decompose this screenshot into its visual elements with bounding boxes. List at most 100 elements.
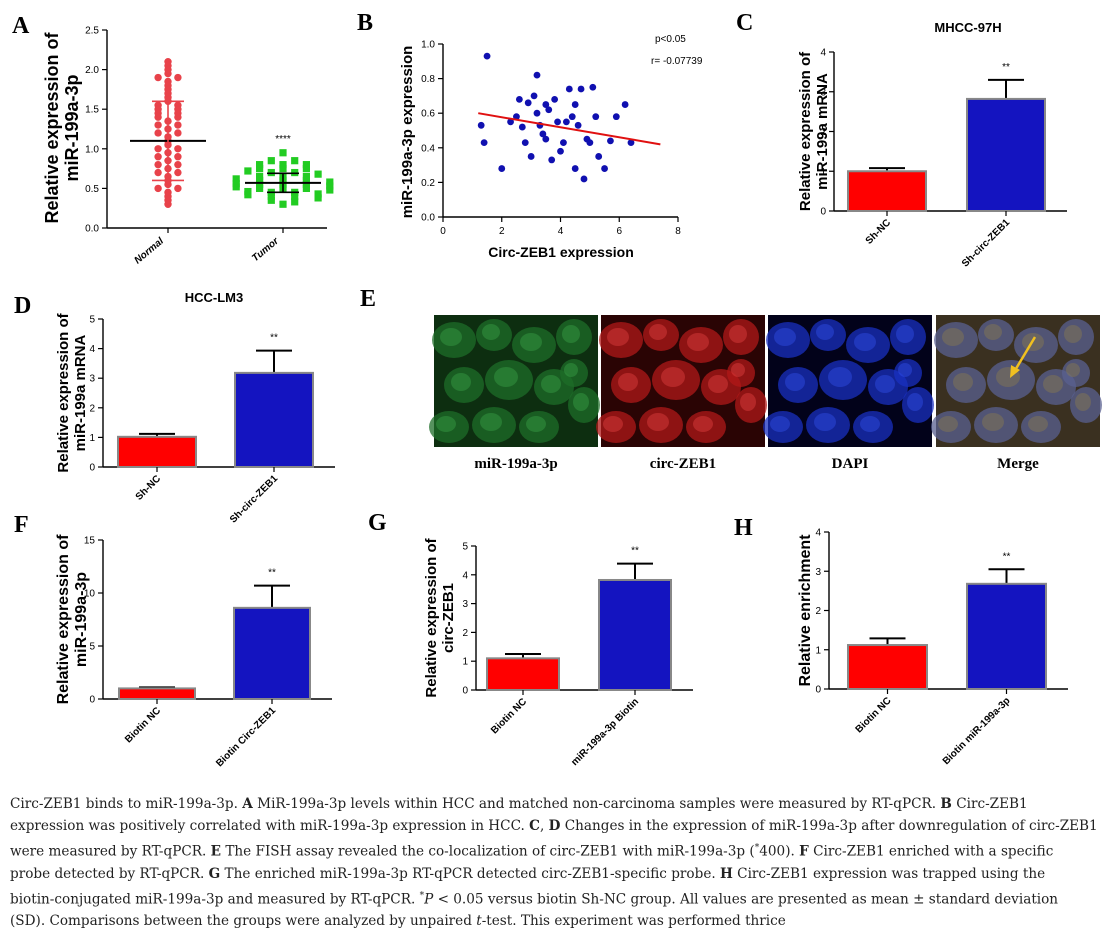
x-tick-label: 0 — [440, 226, 446, 237]
data-point — [580, 175, 588, 183]
significance-marker: ** — [1003, 551, 1011, 562]
cell-shape — [766, 322, 810, 358]
cell-highlight — [649, 324, 667, 340]
data-point — [562, 118, 570, 126]
data-point-normal — [164, 180, 172, 189]
cell-shape — [686, 411, 726, 443]
cell-shape — [1058, 319, 1094, 355]
y-axis-title-line: miR-199a mRNA — [814, 73, 831, 190]
data-point-tumor — [256, 161, 264, 169]
x-category-label: Biotin NC — [854, 695, 894, 735]
data-point — [530, 92, 538, 100]
cell-shape — [679, 327, 723, 363]
data-point — [560, 139, 567, 147]
y-axis-title-line: miR-199a-3p — [62, 74, 82, 181]
caption-text: D — [548, 818, 561, 834]
caption-text: probe detected by RT-qPCR. — [10, 865, 209, 882]
x-tick-label: 6 — [616, 226, 622, 237]
y-tick-label: 0 — [820, 207, 826, 218]
data-point — [545, 106, 553, 114]
y-tick-label: 0 — [815, 685, 821, 696]
y-axis-title: Relative expression of miR-199a-3p — [55, 534, 90, 705]
y-tick-label: 2.5 — [85, 26, 99, 37]
caption-text: biotin-conjugated miR-199a-3p and measur… — [10, 891, 420, 908]
data-point — [571, 165, 579, 172]
y-axis-title-line: Relative expression of — [55, 534, 72, 705]
caption-text: Circ-ZEB1 — [951, 796, 1028, 812]
caption-line: (SD). Comparisons between the groups wer… — [10, 910, 1100, 932]
y-tick-label: 2 — [815, 606, 821, 617]
panel-letter-f: F — [14, 512, 29, 538]
caption-text: E — [210, 843, 221, 860]
caption-text: G — [208, 865, 221, 882]
data-point-tumor — [291, 198, 299, 206]
cell-highlight — [436, 416, 456, 432]
bar-control — [118, 687, 196, 701]
cell-shape — [946, 367, 986, 403]
y-tick-label: 2 — [820, 127, 826, 138]
data-point-tumor — [256, 165, 264, 173]
fish-image-circ-zeb1 — [596, 315, 767, 447]
cell-highlight — [708, 375, 728, 393]
data-point-tumor — [326, 186, 334, 194]
data-point-normal — [174, 113, 182, 121]
cell-shape — [1062, 359, 1090, 387]
data-point — [621, 101, 629, 108]
chart-title: HCC-LM3 — [185, 290, 244, 305]
caption-text: Circ-ZEB1 expression was trapped using t… — [732, 865, 1046, 882]
bar-treatment — [598, 578, 672, 692]
data-point-normal — [174, 73, 182, 82]
data-point-tumor — [279, 149, 287, 157]
significance-marker: ** — [631, 546, 639, 557]
cell-highlight — [1043, 375, 1063, 393]
data-point-tumor — [326, 182, 334, 190]
cell-shape — [512, 327, 556, 363]
caption-text: MiR-199a-3p levels within HCC and matche… — [252, 796, 941, 812]
data-point-tumor — [256, 184, 264, 192]
cell-highlight — [1028, 416, 1048, 432]
caption-text: P — [424, 891, 434, 908]
cell-highlight — [740, 393, 756, 411]
data-point — [542, 135, 550, 143]
data-point-normal — [154, 160, 162, 169]
cell-highlight — [860, 416, 880, 432]
cell-highlight — [729, 325, 747, 343]
x-category-label: Biotin NC — [489, 696, 529, 736]
y-tick-label: 0.4 — [421, 143, 435, 154]
data-point-tumor — [256, 176, 264, 185]
cell-shape — [902, 387, 934, 423]
y-tick-label: 4 — [815, 528, 821, 539]
cell-highlight — [647, 413, 669, 431]
significance-marker: **** — [275, 134, 291, 145]
fish-image-mir-199a-3p — [429, 315, 600, 447]
data-point — [592, 113, 600, 121]
cell-shape — [987, 360, 1035, 400]
cell-shape — [643, 319, 679, 351]
data-point — [551, 95, 559, 103]
fish-label: DAPI — [832, 456, 869, 472]
y-axis-title: Relative expression of circ-ZEB1 — [423, 537, 457, 697]
y-axis-title: Relative enrichment — [797, 534, 814, 687]
cell-highlight — [942, 328, 964, 346]
y-axis-title-line: Relative expression of — [423, 537, 440, 697]
caption-text: expression was positively correlated wit… — [10, 818, 530, 834]
p-value-text: p<0.05 — [655, 34, 686, 45]
data-point-tumor — [302, 161, 310, 169]
cell-shape — [978, 319, 1014, 351]
cell-highlight — [898, 363, 912, 377]
cell-shape — [890, 319, 926, 355]
cell-highlight — [494, 367, 518, 387]
data-point — [518, 123, 526, 131]
y-tick-label: 0.0 — [85, 224, 99, 235]
cell-highlight — [828, 367, 852, 387]
caption-text: A — [242, 796, 253, 812]
data-point — [601, 165, 608, 172]
data-point — [513, 113, 520, 121]
y-tick-label: 3 — [462, 599, 468, 610]
cell-highlight — [661, 367, 685, 387]
cell-highlight — [618, 373, 638, 391]
caption-text: t — [476, 913, 482, 930]
caption-text: F — [799, 843, 809, 860]
cell-highlight — [687, 333, 709, 351]
data-point — [595, 153, 603, 160]
